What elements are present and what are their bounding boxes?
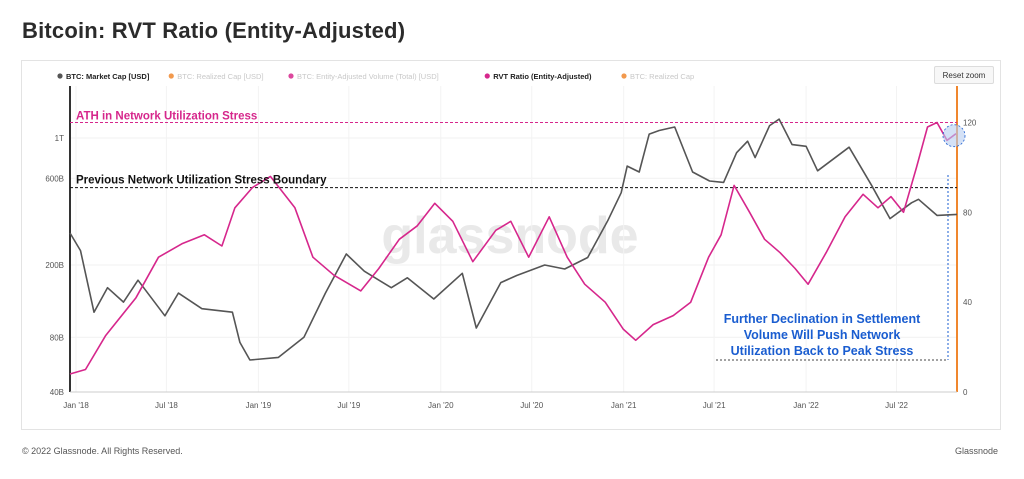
annotation-text: ATH in Network Utilization Stress Previou… [76,110,921,358]
legend-item[interactable]: BTC: Realized Cap [630,72,694,81]
x-tick-label: Jul '19 [337,401,360,410]
x-tick-label: Jan '21 [611,401,637,410]
y-left-tick-label: 200B [45,261,64,270]
page-title: Bitcoin: RVT Ratio (Entity-Adjusted) [22,18,406,43]
legend-marker[interactable] [288,73,294,79]
y-right-tick-label: 0 [963,388,968,397]
legend-marker[interactable] [57,73,63,79]
annotation-lines [70,121,957,361]
y-left-tick-label: 40B [50,388,64,397]
x-tick-label: Jan '18 [63,401,89,410]
y-left-tick-label: 600B [45,174,64,183]
series-market-cap-line [69,118,958,361]
legend-marker[interactable] [168,73,174,79]
legend-item[interactable]: BTC: Entity-Adjusted Volume (Total) [USD… [297,72,439,81]
reset-zoom-button[interactable]: Reset zoom [934,66,994,84]
y-left-tick-label: 80B [50,333,64,342]
y-left-tick-label: 1T [55,134,64,143]
x-tick-label: Jan '19 [246,401,272,410]
ath-annotation-label: ATH in Network Utilization Stress [76,110,257,122]
legend-item[interactable]: BTC: Realized Cap [USD] [177,72,263,81]
x-tick-label: Jan '20 [428,401,454,410]
x-tick-label: Jul '20 [520,401,543,410]
chart-panel [21,60,1001,430]
series-rvt-ratio-line [69,121,957,375]
legend-item[interactable]: BTC: Market Cap [USD] [66,72,150,81]
legend-marker[interactable] [621,73,627,79]
x-tick-label: Jul '21 [703,401,726,410]
y-right-tick-label: 120 [963,118,977,127]
legend-marker[interactable] [484,73,490,79]
y-right-tick-label: 40 [963,298,972,307]
brand-text: Glassnode [954,446,998,456]
projection-annotation-label: Utilization Back to Peak Stress [731,344,914,358]
y-right-tick-label: 80 [963,208,972,217]
highlight-circle [942,124,966,148]
x-tick-label: Jul '18 [155,401,178,410]
x-tick-label: Jul '22 [885,401,908,410]
projection-annotation-label: Volume Will Push Network [744,328,901,342]
boundary-annotation-label: Previous Network Utilization Stress Boun… [76,175,327,187]
series-group [69,118,966,375]
projection-annotation-label: Further Declination in Settlement [724,312,921,326]
chart-legend[interactable]: BTC: Market Cap [USD] BTC: Realized Cap [… [57,72,694,81]
x-tick-label: Jan '22 [793,401,819,410]
copyright-text: © 2022 Glassnode. All Rights Reserved. [22,446,183,456]
legend-item[interactable]: RVT Ratio (Entity-Adjusted) [493,72,592,81]
